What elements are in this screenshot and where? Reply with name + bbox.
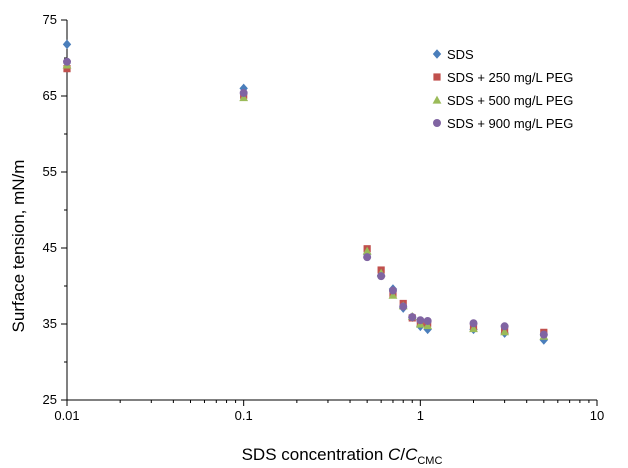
data-point <box>239 88 248 97</box>
series-4 <box>63 57 548 339</box>
legend-label: SDS + 500 mg/L PEG <box>447 93 573 108</box>
data-point <box>363 253 372 262</box>
data-point <box>423 316 432 325</box>
data-point <box>63 65 71 73</box>
legend-marker <box>432 49 442 59</box>
y-tick-label: 75 <box>43 12 57 27</box>
legend-label: SDS + 250 mg/L PEG <box>447 70 573 85</box>
x-axis-title-slash: / <box>400 445 405 464</box>
x-tick-label: 1 <box>417 408 424 423</box>
x-axis-title-var: C <box>388 445 401 464</box>
data-point <box>388 290 398 299</box>
data-point <box>423 321 433 330</box>
y-tick-label: 45 <box>43 240 57 255</box>
x-tick-label: 0.01 <box>54 408 79 423</box>
data-point <box>416 316 425 325</box>
data-point <box>399 302 408 311</box>
y-tick-label: 25 <box>43 392 57 407</box>
data-point <box>469 319 478 328</box>
legend-marker <box>432 95 442 104</box>
y-tick-label: 55 <box>43 164 57 179</box>
data-points <box>62 39 549 345</box>
data-point <box>469 324 478 333</box>
y-tick-label: 65 <box>43 88 57 103</box>
legend-marker <box>433 73 441 81</box>
data-point <box>239 93 249 102</box>
legend-label: SDS <box>447 47 474 62</box>
data-point <box>500 322 509 331</box>
legend-label: SDS + 900 mg/L PEG <box>447 116 573 131</box>
legend-marker <box>433 119 441 127</box>
legend: SDS SDS + 250 mg/L PEG SDS + 500 mg/L PEG S… <box>432 47 573 131</box>
ticks: 25 35 45 55 65 75 0.01 0.1 1 10 <box>43 12 605 423</box>
y-tick-label: 35 <box>43 316 57 331</box>
x-tick-label: 0.1 <box>235 408 253 423</box>
x-tick-label: 10 <box>590 408 604 423</box>
x-axis-title-prefix: SDS concentration <box>242 445 388 464</box>
series-1 <box>62 39 549 345</box>
data-point <box>539 330 548 339</box>
x-axis-title-var2: C <box>405 445 418 464</box>
data-point <box>377 272 386 281</box>
data-point <box>388 286 397 295</box>
data-point <box>63 57 71 66</box>
data-point <box>500 327 510 336</box>
data-point <box>62 39 72 50</box>
x-axis-title-subscript: CMC <box>417 455 442 467</box>
data-point <box>408 313 417 322</box>
x-axis-title: SDS concentration C/CCMC <box>242 445 443 467</box>
data-point <box>362 246 372 255</box>
y-axis-title: Surface tension, mN/m <box>9 160 28 333</box>
